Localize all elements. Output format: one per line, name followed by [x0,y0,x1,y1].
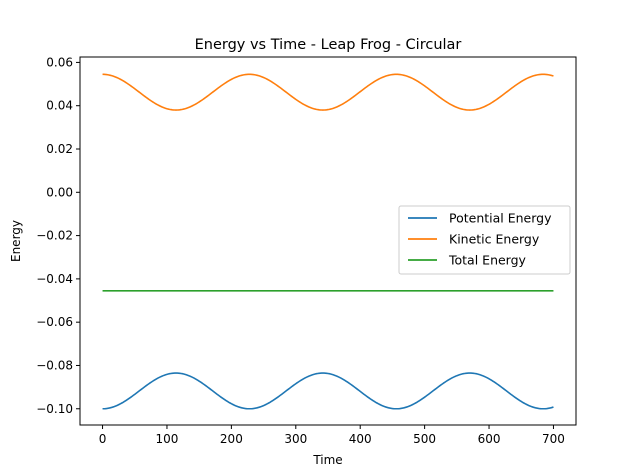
chart-title: Energy vs Time - Leap Frog - Circular [195,37,462,53]
y-axis-label: Energy [9,220,23,262]
plot-area [102,73,554,410]
x-axis: 0 100 200 300 400 500 600 700 [99,425,565,446]
y-tick-label: −0.10 [36,402,73,416]
legend-box [398,205,571,275]
y-tick-label: 0.04 [46,99,73,113]
series-line-2 [102,73,554,111]
x-tick-label: 500 [413,432,436,446]
legend-label-3: Total Energy [448,253,527,268]
y-tick-label: −0.06 [36,315,73,329]
y-tick-label: −0.02 [36,229,73,243]
x-tick-label: 100 [156,432,179,446]
legend-label-2: Kinetic Energy [449,232,540,247]
x-tick-label: 200 [220,432,243,446]
x-tick-label: 700 [542,432,565,446]
legend-label-1: Potential Energy [449,211,552,226]
series-line-1 [102,372,554,410]
y-tick-label: −0.04 [36,272,73,286]
y-axis: 0.06 0.04 0.02 0.00 −0.02 −0.04 −0.06 −0.08 −0.1… [36,55,80,416]
axes-frame [79,56,577,426]
x-tick-label: 0 [99,432,107,446]
legend: Potential Energy Kinetic Energy Total Ener… [398,205,571,275]
x-axis-label: Time [312,453,342,467]
y-tick-label: 0.06 [46,55,73,69]
y-tick-label: 0.02 [46,142,73,156]
x-tick-label: 300 [284,432,307,446]
y-tick-label: −0.08 [36,358,73,372]
y-tick-label: 0.00 [46,185,73,199]
x-tick-label: 400 [349,432,372,446]
x-tick-label: 600 [478,432,501,446]
